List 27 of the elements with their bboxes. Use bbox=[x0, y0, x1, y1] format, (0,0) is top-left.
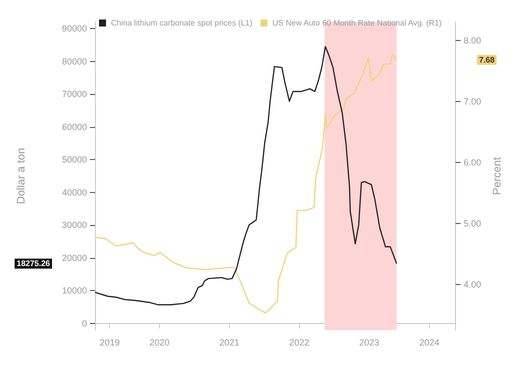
y-tick-label: 90000 bbox=[62, 24, 87, 34]
y2-axis-title: Percent bbox=[492, 157, 504, 195]
y2-tick-label: 8.00 bbox=[464, 35, 482, 46]
y-tick-label: 50000 bbox=[62, 154, 87, 165]
y-tick-label: 10000 bbox=[62, 286, 87, 296]
y-axis-title: Dollar a ton bbox=[16, 148, 28, 204]
y2-tick-label: 4.00 bbox=[464, 279, 482, 290]
y-tick-label: 0 bbox=[82, 318, 87, 328]
x-tick-label: 2020 bbox=[150, 338, 170, 348]
y-tick-label: 60000 bbox=[62, 122, 87, 132]
y-tick-label: 70000 bbox=[62, 89, 87, 100]
y-tick-label: 40000 bbox=[62, 187, 87, 198]
x-tick-label: 2023 bbox=[359, 338, 380, 348]
legend-label: China lithium carbonate spot prices (L1) bbox=[111, 18, 253, 28]
y-tick-label: 30000 bbox=[62, 220, 87, 230]
text: 7.68 bbox=[479, 55, 496, 64]
text: 18275.26 bbox=[16, 259, 51, 268]
y-tick-label: 20000 bbox=[62, 252, 87, 263]
y2-tick-label: 6.00 bbox=[464, 157, 482, 168]
legend-label: US New Auto 60 Month Rate National Avg. (R1) bbox=[272, 18, 442, 28]
x-tick-label: 2024 bbox=[419, 338, 440, 348]
x-tick-label: 2019 bbox=[100, 338, 120, 348]
y2-tick-label: 5.00 bbox=[464, 218, 482, 228]
y-tick-label: 80000 bbox=[62, 56, 87, 66]
x-tick-label: 2022 bbox=[289, 338, 310, 348]
y2-tick-label: 7.00 bbox=[464, 96, 482, 106]
x-tick-label: 2021 bbox=[219, 338, 240, 348]
